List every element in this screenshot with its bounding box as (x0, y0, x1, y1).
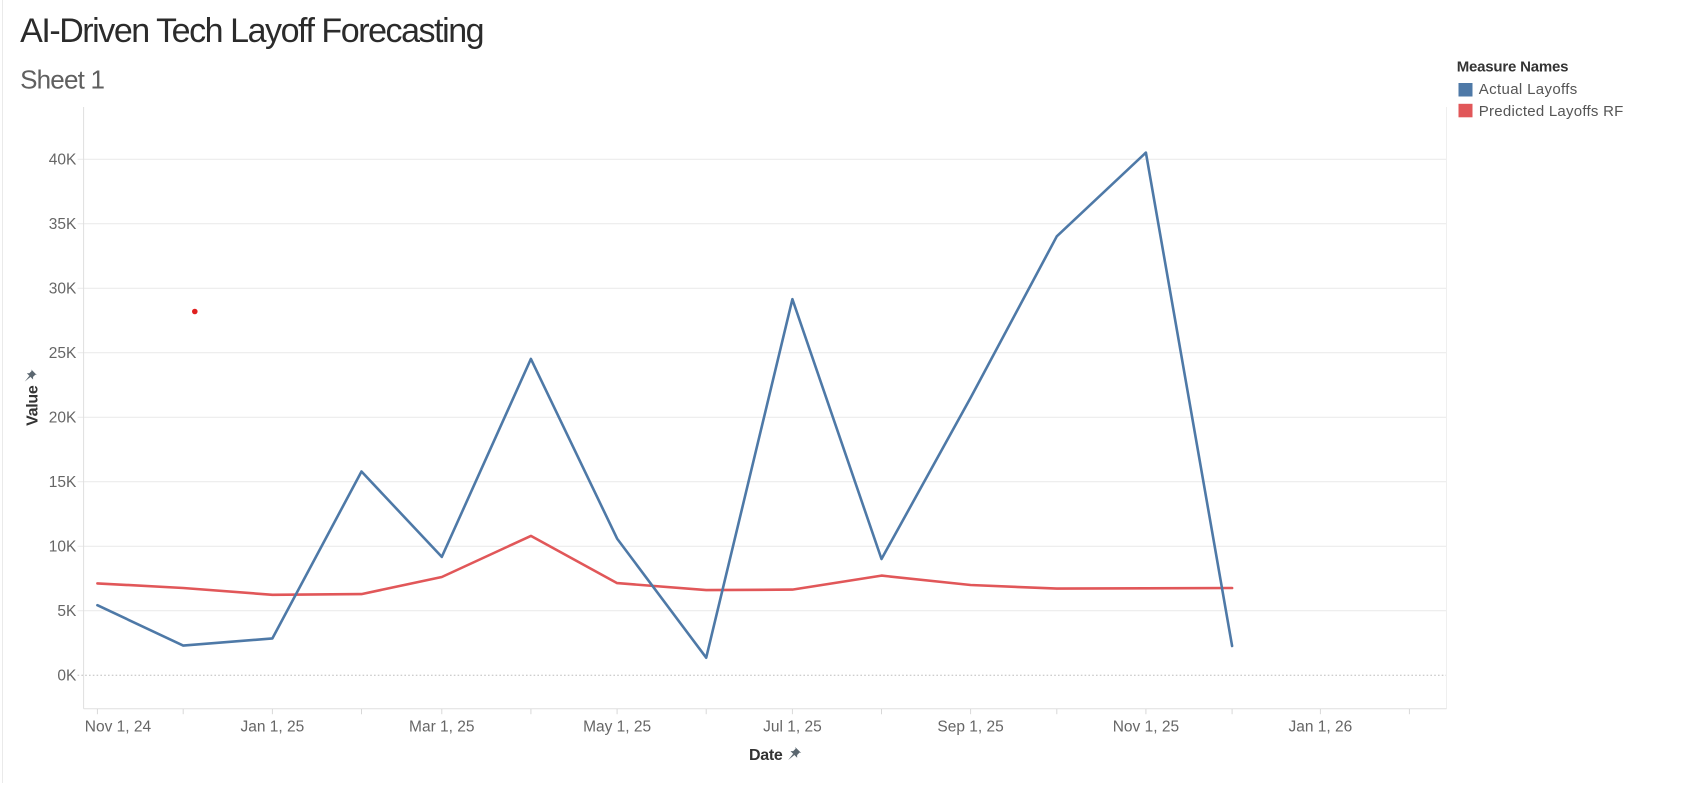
svg-text:0K: 0K (57, 668, 77, 685)
svg-text:Mar 1, 25: Mar 1, 25 (409, 719, 474, 736)
svg-text:35K: 35K (49, 216, 77, 233)
svg-text:May 1, 25: May 1, 25 (583, 719, 651, 736)
svg-text:Actual Layoffs: Actual Layoffs (1479, 81, 1578, 98)
svg-text:25K: 25K (49, 345, 77, 362)
svg-text:Sep 1, 25: Sep 1, 25 (937, 719, 1003, 736)
svg-text:20K: 20K (49, 410, 77, 427)
svg-text:Jan 1, 25: Jan 1, 25 (241, 719, 305, 736)
svg-text:Jan 1, 26: Jan 1, 26 (1289, 719, 1353, 736)
svg-text:Date: Date (749, 747, 783, 764)
svg-text:10K: 10K (49, 539, 77, 556)
svg-text:AI-Driven Tech Layoff Forecast: AI-Driven Tech Layoff Forecasting (20, 12, 483, 50)
svg-text:Sheet 1: Sheet 1 (20, 65, 104, 95)
svg-text:Measure Names: Measure Names (1457, 59, 1569, 76)
svg-text:Nov 1, 24: Nov 1, 24 (85, 719, 152, 736)
svg-text:Value: Value (25, 385, 42, 426)
svg-text:Predicted Layoffs RF: Predicted Layoffs RF (1479, 103, 1624, 120)
svg-text:Jul 1, 25: Jul 1, 25 (763, 719, 822, 736)
svg-text:Nov 1, 25: Nov 1, 25 (1113, 719, 1179, 736)
svg-text:15K: 15K (49, 474, 77, 491)
svg-text:30K: 30K (49, 281, 77, 298)
svg-text:40K: 40K (49, 152, 77, 169)
svg-text:5K: 5K (57, 603, 77, 620)
